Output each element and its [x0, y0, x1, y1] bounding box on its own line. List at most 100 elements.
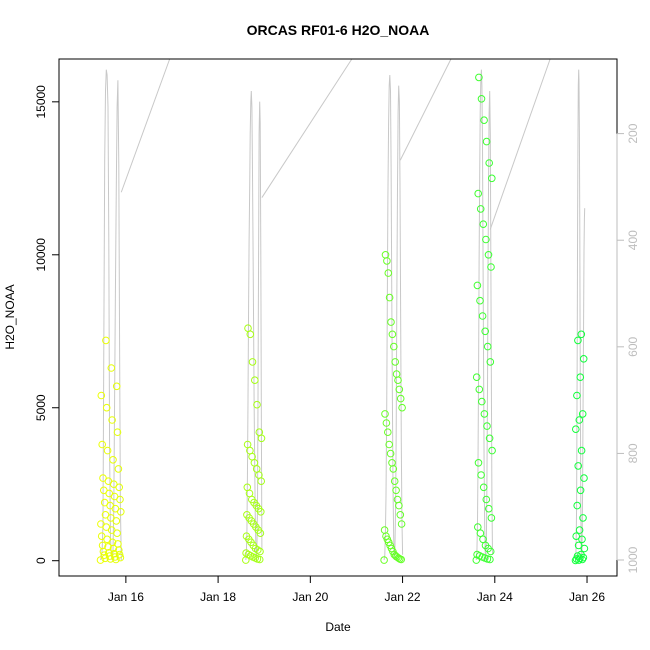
data-point [381, 410, 389, 418]
data-point [488, 174, 496, 183]
data-point [396, 511, 405, 519]
data-point [475, 385, 484, 394]
data-point [242, 532, 251, 541]
data-point [395, 385, 404, 394]
data-point [97, 532, 106, 541]
data-point [104, 543, 112, 551]
data-point [244, 324, 252, 333]
data-point [575, 416, 584, 424]
data-point [482, 137, 491, 146]
x-axis-label: Date [325, 620, 351, 634]
data-point [486, 358, 495, 366]
data-point [392, 370, 401, 378]
x-axis: Jan 16 Jan 18 Jan 20 Jan 22 Jan 24 Jan 26 [108, 575, 605, 604]
data-point [573, 391, 581, 400]
x-tick-label: Jan 20 [292, 590, 328, 604]
data-point [99, 474, 107, 482]
y2-axis: 200 400 600 800 1000 [616, 123, 640, 573]
data-point [479, 535, 487, 544]
data-point [97, 391, 106, 400]
data-point [105, 549, 113, 557]
data-point [482, 235, 490, 244]
plot-frame [58, 58, 618, 577]
data-point [481, 327, 490, 336]
y-tick-label: 15000 [34, 85, 48, 119]
points-layer [96, 73, 589, 565]
pressure-trace [575, 69, 586, 561]
data-point [116, 553, 125, 562]
data-point [112, 382, 121, 391]
data-point [105, 552, 114, 560]
data-point [96, 556, 105, 564]
transit-line [489, 58, 551, 230]
data-point [480, 410, 489, 418]
data-point [578, 535, 586, 544]
data-point [479, 220, 488, 228]
data-point [107, 364, 116, 372]
data-point [100, 486, 108, 495]
data-point [398, 403, 406, 412]
data-point [485, 504, 493, 513]
data-point [472, 373, 481, 382]
data-point [579, 355, 588, 363]
data-point [576, 554, 584, 563]
transit-line [399, 58, 452, 161]
data-point [577, 330, 586, 339]
y2-tick-label: 400 [626, 230, 640, 250]
data-point [483, 422, 491, 430]
data-point [392, 486, 400, 495]
data-point [110, 549, 118, 558]
data-point [381, 251, 390, 259]
data-point [476, 205, 485, 213]
x-tick-label: Jan 22 [385, 590, 421, 604]
data-point [101, 554, 109, 563]
data-point [100, 551, 108, 560]
transit-line [261, 58, 353, 198]
data-point [385, 293, 394, 302]
data-point [243, 483, 252, 492]
data-point [98, 541, 107, 550]
data-point [244, 550, 253, 559]
data-point [391, 358, 400, 366]
data-point [476, 529, 485, 538]
data-point [575, 526, 584, 534]
pressure-trace [475, 69, 493, 561]
data-point [388, 330, 397, 339]
data-point [390, 342, 398, 351]
data-point [115, 550, 124, 559]
data-point [380, 526, 389, 534]
data-point [242, 549, 250, 557]
data-point [243, 511, 251, 519]
data-point [485, 159, 494, 167]
data-point [480, 116, 488, 124]
data-point [108, 416, 116, 424]
pressure-layer [100, 58, 586, 561]
data-point [255, 428, 264, 437]
y-tick-label: 0 [34, 557, 48, 564]
data-point [98, 440, 106, 449]
transit-line [120, 58, 171, 193]
data-point [483, 342, 492, 351]
data-point [577, 446, 586, 455]
data-point [574, 462, 583, 470]
data-point [113, 428, 122, 437]
data-point [578, 410, 587, 418]
data-point [251, 376, 259, 385]
data-point [474, 459, 483, 467]
data-point [580, 474, 588, 482]
data-point [396, 394, 405, 403]
x-tick-label: Jan 24 [477, 590, 513, 604]
data-point [100, 498, 109, 507]
data-point [111, 553, 119, 561]
data-point [482, 495, 491, 504]
data-point [574, 336, 582, 345]
y-tick-label: 10000 [34, 238, 48, 272]
data-point [487, 263, 495, 271]
data-point [484, 251, 493, 259]
data-point [102, 403, 111, 412]
data-point [474, 523, 482, 531]
data-point [579, 514, 587, 522]
pressure-trace [245, 90, 263, 561]
data-point [395, 501, 403, 510]
data-point [390, 477, 399, 486]
